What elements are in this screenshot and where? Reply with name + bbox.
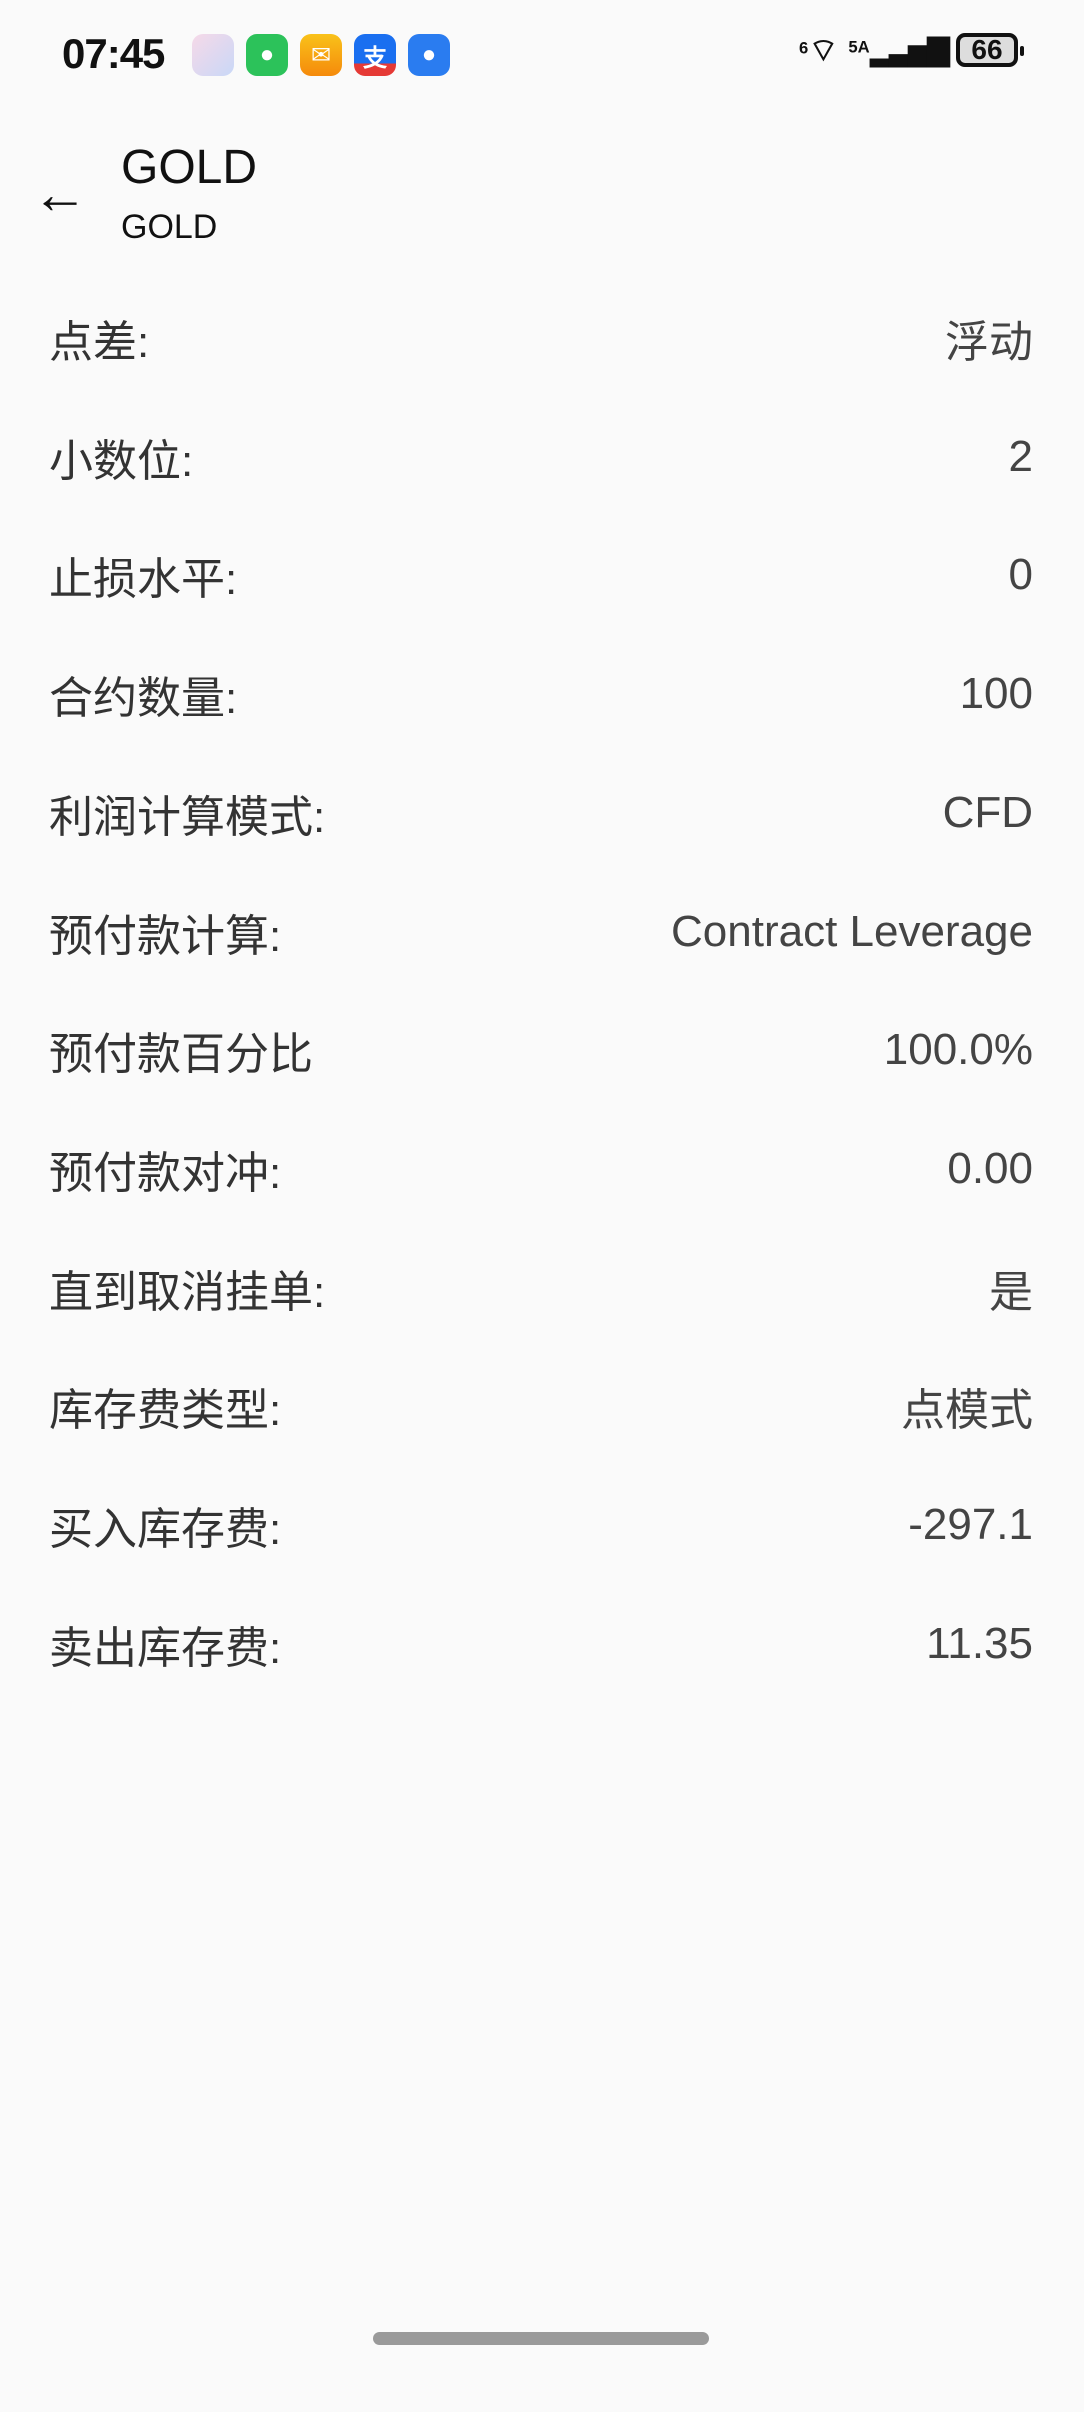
spec-row: 小数位: 2: [0, 417, 1084, 497]
spec-value: 11.35: [926, 1618, 1033, 1668]
spec-row: 库存费类型: 点模式: [0, 1366, 1084, 1446]
spec-row: 止损水平: 0: [0, 535, 1084, 615]
spec-label: 预付款百分比: [49, 1030, 313, 1080]
spec-value: 浮动: [945, 318, 1033, 367]
spec-label: 利润计算模式:: [49, 792, 326, 842]
battery-level: 66: [971, 34, 1003, 65]
spec-label: 点差:: [49, 318, 150, 367]
spec-row: 买入库存费: -297.1: [0, 1485, 1084, 1565]
wifi-icon: 6⌔: [799, 32, 839, 68]
spec-row: 利润计算模式: CFD: [0, 773, 1084, 853]
app-header: ← GOLD GOLD: [0, 130, 1084, 260]
battery-icon: 66: [956, 33, 1024, 67]
status-bar: 07:45 ● ✉ 支 ● 6⌔ 5A▂▃▅▇ 66: [0, 0, 1084, 110]
cell-signal-icon: 5A▂▃▅▇: [848, 33, 950, 67]
spec-value: 0.00: [947, 1143, 1033, 1193]
gallery-icon: [192, 34, 234, 76]
spec-value: CFD: [942, 787, 1033, 837]
page-subtitle: GOLD: [121, 208, 218, 246]
spec-label: 买入库存费:: [49, 1505, 282, 1554]
spec-row: 预付款对冲: 0.00: [0, 1129, 1084, 1209]
spec-value: 0: [1008, 550, 1033, 600]
home-indicator[interactable]: [373, 2332, 709, 2345]
spec-value: 是: [989, 1267, 1033, 1317]
spec-row: 预付款计算: Contract Leverage: [0, 892, 1084, 972]
spec-row: 合约数量: 100: [0, 654, 1084, 734]
spec-label: 卖出库存费:: [49, 1623, 282, 1673]
mail-icon: ✉: [300, 34, 342, 76]
notification-icons: ● ✉ 支 ●: [192, 34, 450, 76]
clock: 07:45: [62, 30, 165, 77]
alipay-icon: 支: [354, 34, 396, 76]
spec-value: -297.1: [908, 1500, 1033, 1549]
spec-value: 100: [959, 669, 1033, 719]
spec-label: 止损水平:: [49, 555, 238, 605]
system-icons: 6⌔ 5A▂▃▅▇ 66: [799, 30, 1024, 70]
spec-row: 点差: 浮动: [0, 298, 1084, 378]
spec-label: 库存费类型:: [49, 1386, 282, 1436]
spec-label: 预付款计算:: [49, 911, 282, 961]
spec-value: 点模式: [901, 1386, 1033, 1436]
spec-row: 直到取消挂单: 是: [0, 1248, 1084, 1328]
spec-label: 小数位:: [49, 436, 194, 486]
spec-value: Contract Leverage: [671, 906, 1033, 956]
page-title: GOLD: [121, 141, 258, 194]
spec-label: 预付款对冲:: [49, 1148, 282, 1198]
spec-value: 2: [1008, 431, 1033, 481]
messages-icon: ●: [408, 34, 450, 76]
spec-row: 预付款百分比 100.0%: [0, 1010, 1084, 1090]
spec-row: 卖出库存费: 11.35: [0, 1604, 1084, 1684]
wechat-icon: ●: [246, 34, 288, 76]
spec-label: 合约数量:: [49, 674, 238, 724]
back-arrow-icon[interactable]: ←: [32, 162, 88, 225]
spec-label: 直到取消挂单:: [49, 1267, 326, 1317]
spec-value: 100.0%: [883, 1025, 1033, 1075]
